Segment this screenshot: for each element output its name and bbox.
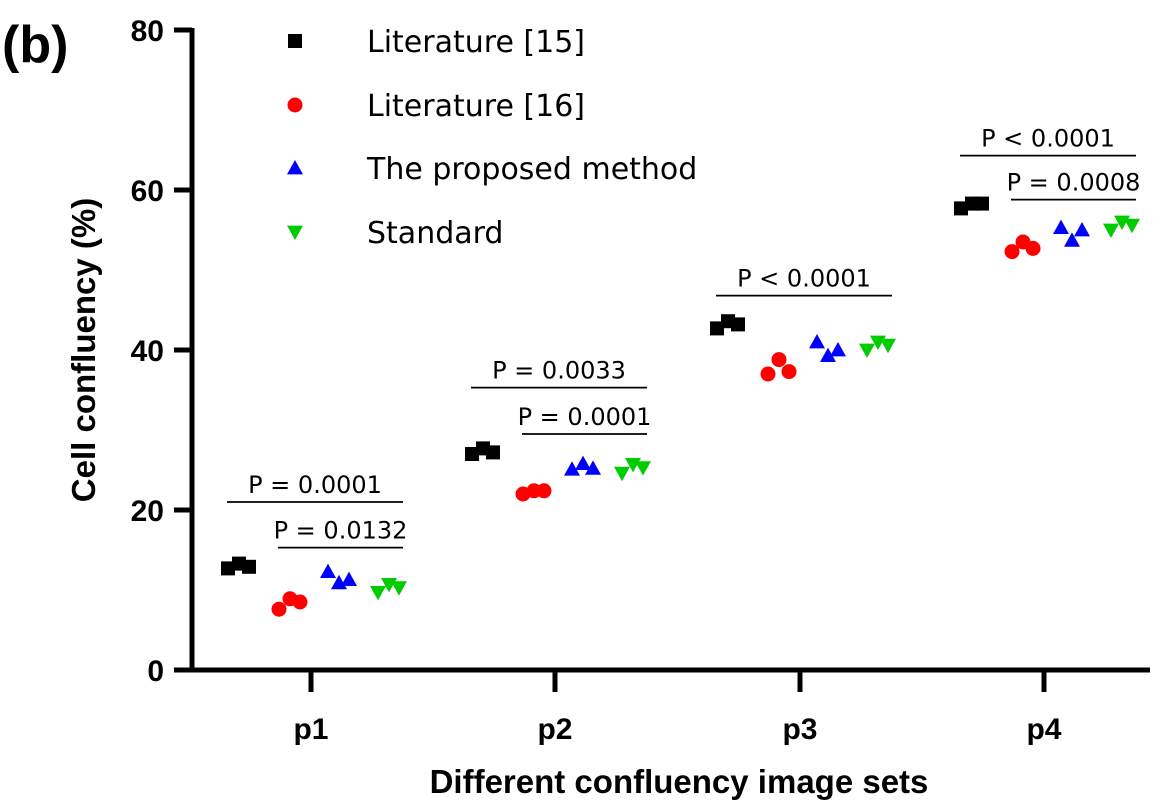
p-value-label: P < 0.0001	[981, 125, 1115, 153]
data-point	[954, 201, 968, 216]
legend-label: Literature [15]	[367, 25, 585, 60]
data-point	[859, 343, 875, 358]
data-point	[710, 321, 724, 336]
data-point	[341, 571, 357, 586]
p-value-label: P < 0.0001	[737, 265, 871, 293]
legend-marker	[288, 34, 302, 48]
data-point	[1103, 223, 1119, 238]
y-axis-title: Cell confluency (%)	[65, 198, 102, 502]
data-point	[731, 317, 745, 332]
legend-label: The proposed method	[366, 152, 697, 187]
data-point	[1025, 240, 1041, 256]
data-point	[585, 460, 601, 475]
x-axis-ticks: p1 p2 p3 p4	[293, 670, 1062, 746]
data-point	[880, 338, 896, 354]
p-value-label: P = 0.0001	[518, 403, 652, 431]
legend-marker	[287, 160, 303, 175]
significance-brackets: P = 0.0001 P = 0.0132 P = 0.0033 P = 0.0001…	[227, 125, 1141, 549]
legend-label: Literature [16]	[367, 89, 585, 124]
y-tick-label: 60	[131, 175, 164, 208]
legend-label: Standard	[367, 216, 503, 251]
data-point	[635, 461, 651, 476]
data-point	[1053, 219, 1069, 234]
data-point	[1124, 218, 1140, 234]
y-tick-label: 40	[131, 335, 164, 368]
y-tick-label: 0	[147, 655, 164, 688]
x-tick-label: p3	[782, 713, 817, 746]
legend: Literature [15] Literature [16] The propos…	[287, 25, 697, 251]
data-point	[830, 342, 846, 357]
y-tick-label: 80	[131, 15, 164, 48]
data-point	[465, 447, 479, 461]
y-tick-label: 20	[131, 495, 164, 528]
data-point	[1004, 244, 1020, 260]
data-point	[320, 563, 336, 578]
data-point	[820, 347, 836, 362]
data-point	[614, 466, 630, 482]
data-point	[221, 561, 235, 576]
data-point	[242, 559, 256, 574]
data-point	[536, 483, 552, 499]
panel-label: (b)	[2, 16, 68, 74]
data-point	[760, 366, 776, 382]
x-axis-title: Different confluency image sets	[430, 763, 929, 800]
data-point	[486, 445, 500, 460]
data-point	[809, 334, 825, 349]
data-point	[391, 581, 407, 596]
data-point	[575, 455, 591, 470]
data-point	[370, 586, 386, 601]
p-value-label: P = 0.0132	[274, 517, 408, 545]
x-tick-label: p1	[293, 713, 328, 746]
x-tick-label: p2	[537, 713, 572, 746]
y-axis-ticks: 0 20 40 60 80	[131, 15, 192, 688]
data-point	[1074, 222, 1090, 237]
legend-marker	[287, 97, 303, 113]
data-point	[292, 594, 308, 610]
p-value-label: P = 0.0033	[492, 357, 626, 385]
p-value-label: P = 0.0008	[1007, 169, 1141, 197]
p-value-label: P = 0.0001	[248, 471, 382, 499]
data-point	[564, 461, 580, 476]
x-tick-label: p4	[1026, 713, 1061, 746]
data-point	[271, 601, 287, 617]
data-point	[781, 364, 797, 380]
data-points	[221, 196, 1140, 617]
data-point	[771, 352, 787, 368]
legend-marker	[287, 225, 303, 240]
data-point	[1064, 232, 1080, 247]
data-point	[975, 196, 989, 211]
